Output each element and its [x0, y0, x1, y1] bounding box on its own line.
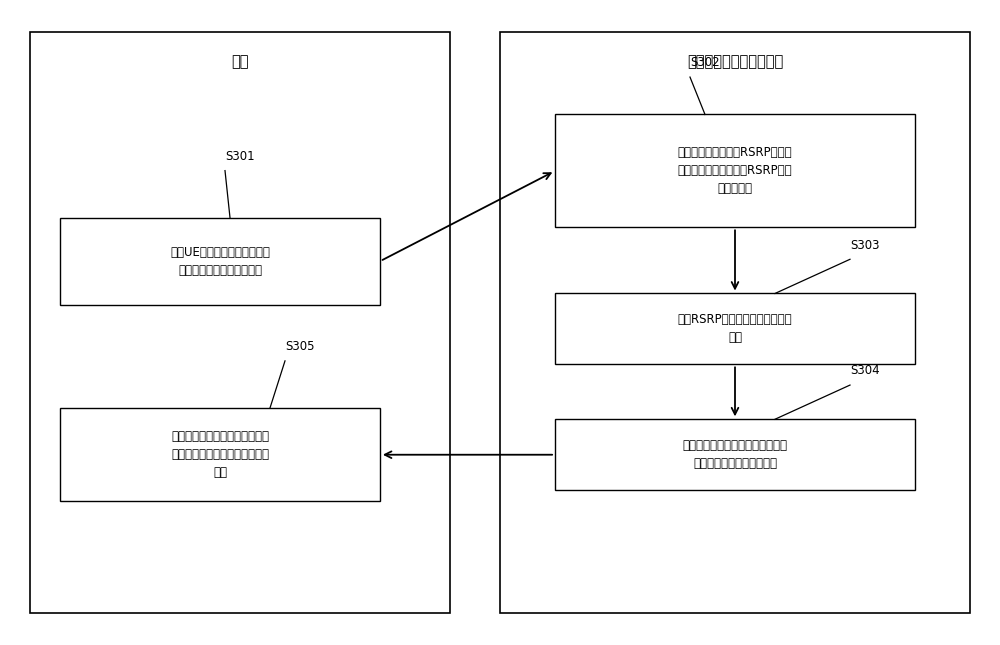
Text: 收到基站的用于获取RSRP等位线
信息的测量报告，更新RSRP等位
线矩阵信息: 收到基站的用于获取RSRP等位线 信息的测量报告，更新RSRP等位 线矩阵信息 [678, 146, 792, 195]
Text: 基站: 基站 [231, 54, 249, 69]
Text: S305: S305 [285, 340, 315, 353]
Text: S301: S301 [225, 150, 255, 163]
Text: S302: S302 [690, 56, 720, 69]
Text: S304: S304 [850, 364, 880, 377]
Text: 获取UE上报的测量报告，并上
报移动性参数自配置服务器: 获取UE上报的测量报告，并上 报移动性参数自配置服务器 [170, 246, 270, 277]
Text: S303: S303 [850, 239, 880, 252]
Text: 根据RSRP等位线完成移动性参数
配置: 根据RSRP等位线完成移动性参数 配置 [678, 313, 792, 344]
Text: 收到移动性参数配置服务器的更
新指示，更新当前的移动性参数
配置: 收到移动性参数配置服务器的更 新指示，更新当前的移动性参数 配置 [171, 430, 269, 479]
Bar [60, 408, 380, 502]
Bar [30, 32, 450, 613]
Bar [555, 293, 915, 364]
Text: 移动性参数自配置服务器: 移动性参数自配置服务器 [687, 54, 783, 69]
Bar [500, 32, 970, 613]
Bar [555, 115, 915, 228]
Text: 在完成移动性参数配置后通知需要
更新的基站更新移动性参数: 在完成移动性参数配置后通知需要 更新的基站更新移动性参数 [682, 439, 788, 470]
Bar [555, 419, 915, 490]
Bar [60, 218, 380, 305]
